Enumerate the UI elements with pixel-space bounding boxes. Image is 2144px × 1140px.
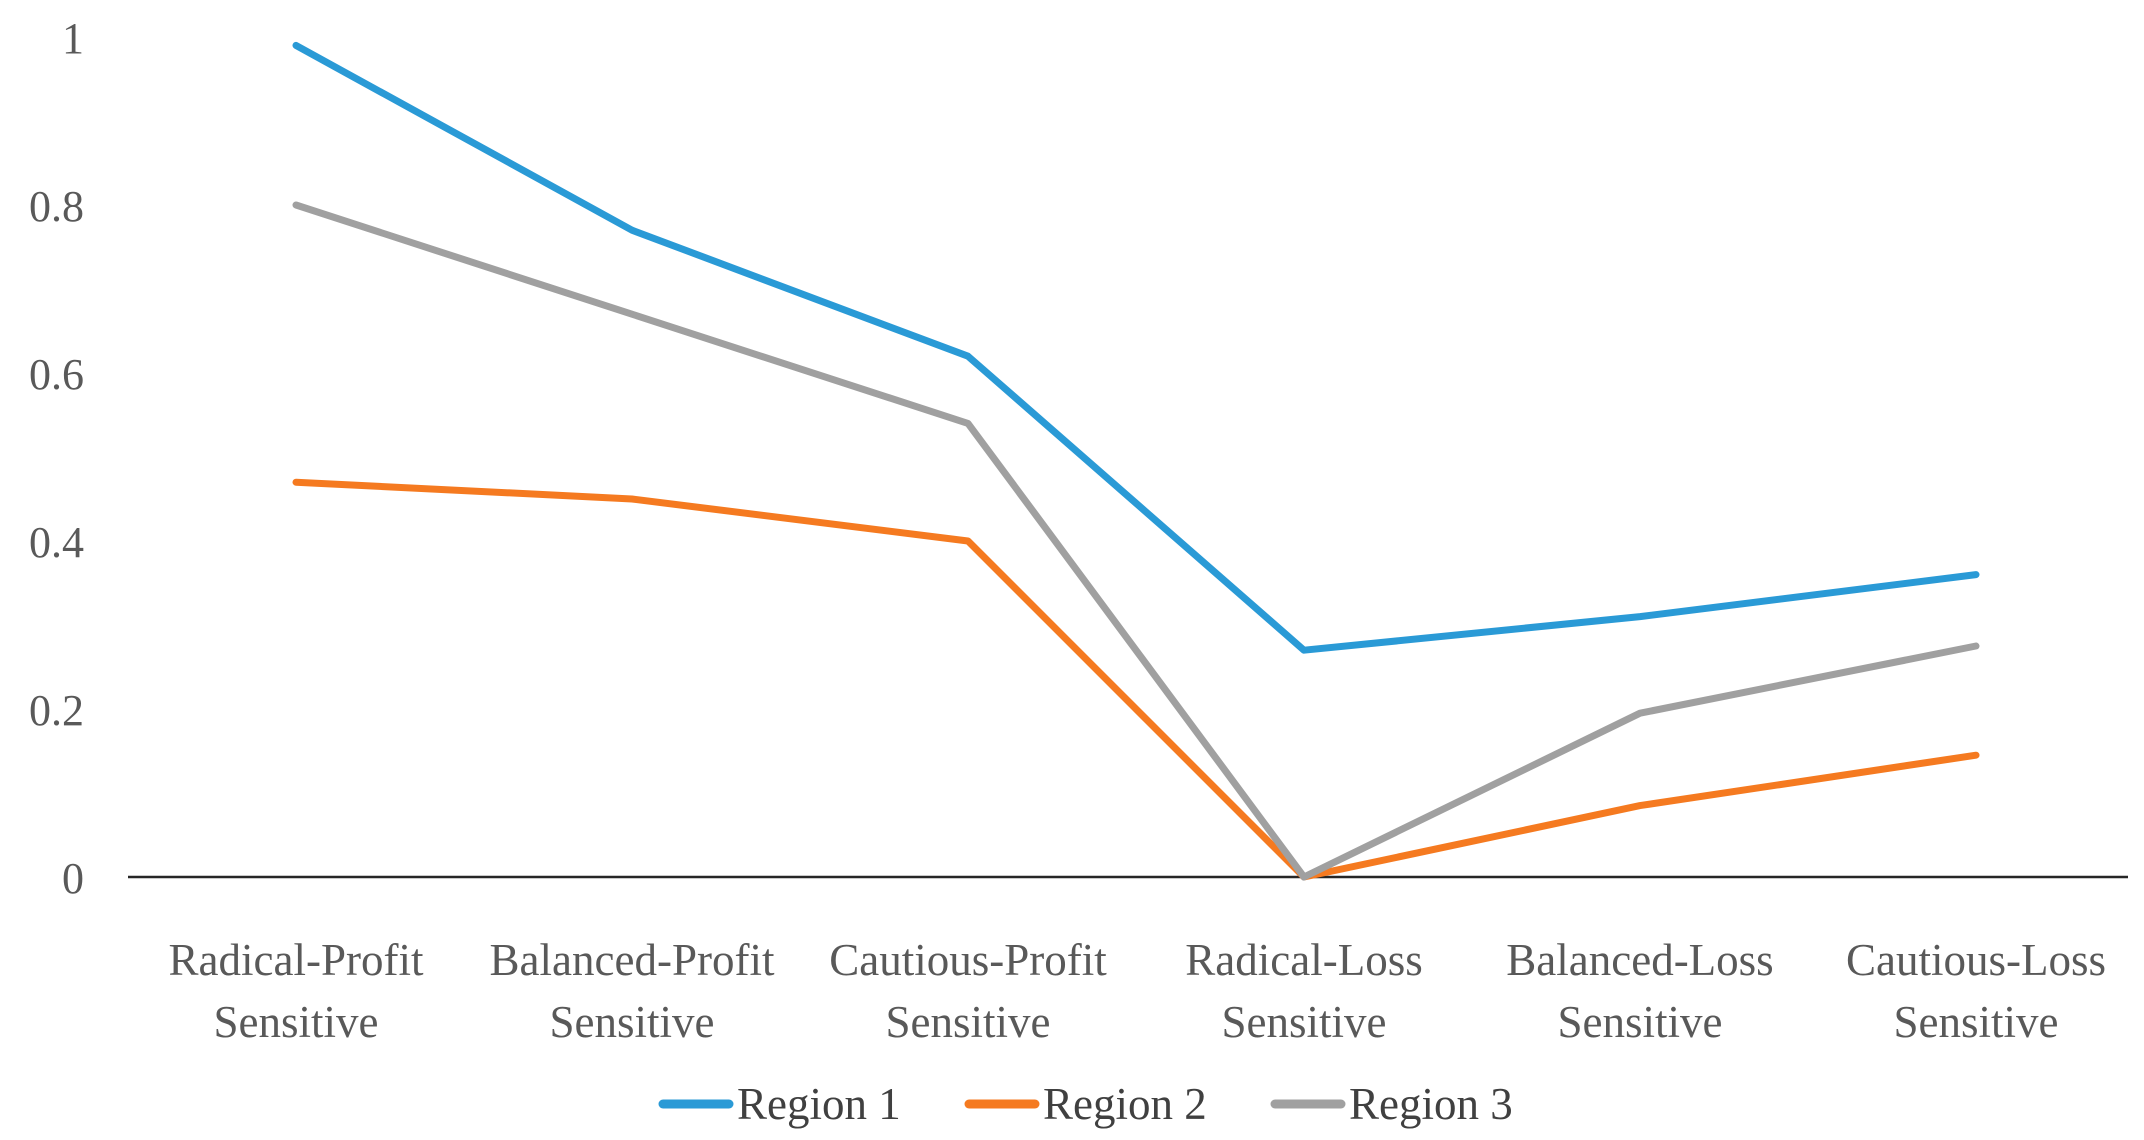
x-category-label-line: Sensitive	[1558, 997, 1723, 1047]
legend-item-region-2: Region 2	[964, 1079, 1207, 1129]
x-category-label: Cautious-Profit Sensitive	[829, 935, 1107, 1047]
y-tick-label: 0.4	[29, 518, 84, 567]
series-line-region-1	[292, 41, 1980, 654]
x-category-label: Radical-Loss Sensitive	[1185, 935, 1422, 1047]
y-tick-label: 0.6	[29, 350, 84, 399]
x-category-label: Balanced-Profit Sensitive	[490, 935, 775, 1047]
x-category-label-line: Sensitive	[1894, 997, 2059, 1047]
x-category-label-line: Cautious-Profit	[829, 935, 1107, 985]
x-category-label-line: Cautious-Loss	[1846, 935, 2106, 985]
x-category-label-line: Radical-Profit	[169, 935, 424, 985]
x-category-label-line: Radical-Loss	[1185, 935, 1422, 985]
y-tick-label: 0	[62, 854, 84, 903]
series-line-region-3	[292, 201, 1980, 881]
x-category-label-line: Balanced-Loss	[1506, 935, 1773, 985]
legend-label: Region 1	[737, 1079, 901, 1129]
legend-item-region-1: Region 1	[658, 1079, 901, 1129]
x-category-label-line: Balanced-Profit	[490, 935, 775, 985]
x-category-label: Balanced-Loss Sensitive	[1506, 935, 1773, 1047]
x-category-label-line: Sensitive	[1222, 997, 1387, 1047]
series-line-region-2	[292, 478, 1980, 881]
legend-label: Region 2	[1043, 1079, 1207, 1129]
x-category-label: Radical-Profit Sensitive	[169, 935, 424, 1047]
x-category-label: Cautious-Loss Sensitive	[1846, 935, 2106, 1047]
x-category-label-line: Sensitive	[214, 997, 379, 1047]
x-category-label-line: Sensitive	[550, 997, 715, 1047]
legend-item-region-3: Region 3	[1270, 1079, 1513, 1129]
y-tick-label: 0.2	[29, 686, 84, 735]
legend-label: Region 3	[1349, 1079, 1513, 1129]
y-tick-label: 1	[62, 14, 84, 63]
x-category-label-line: Sensitive	[886, 997, 1051, 1047]
y-tick-label: 0.8	[29, 182, 84, 231]
